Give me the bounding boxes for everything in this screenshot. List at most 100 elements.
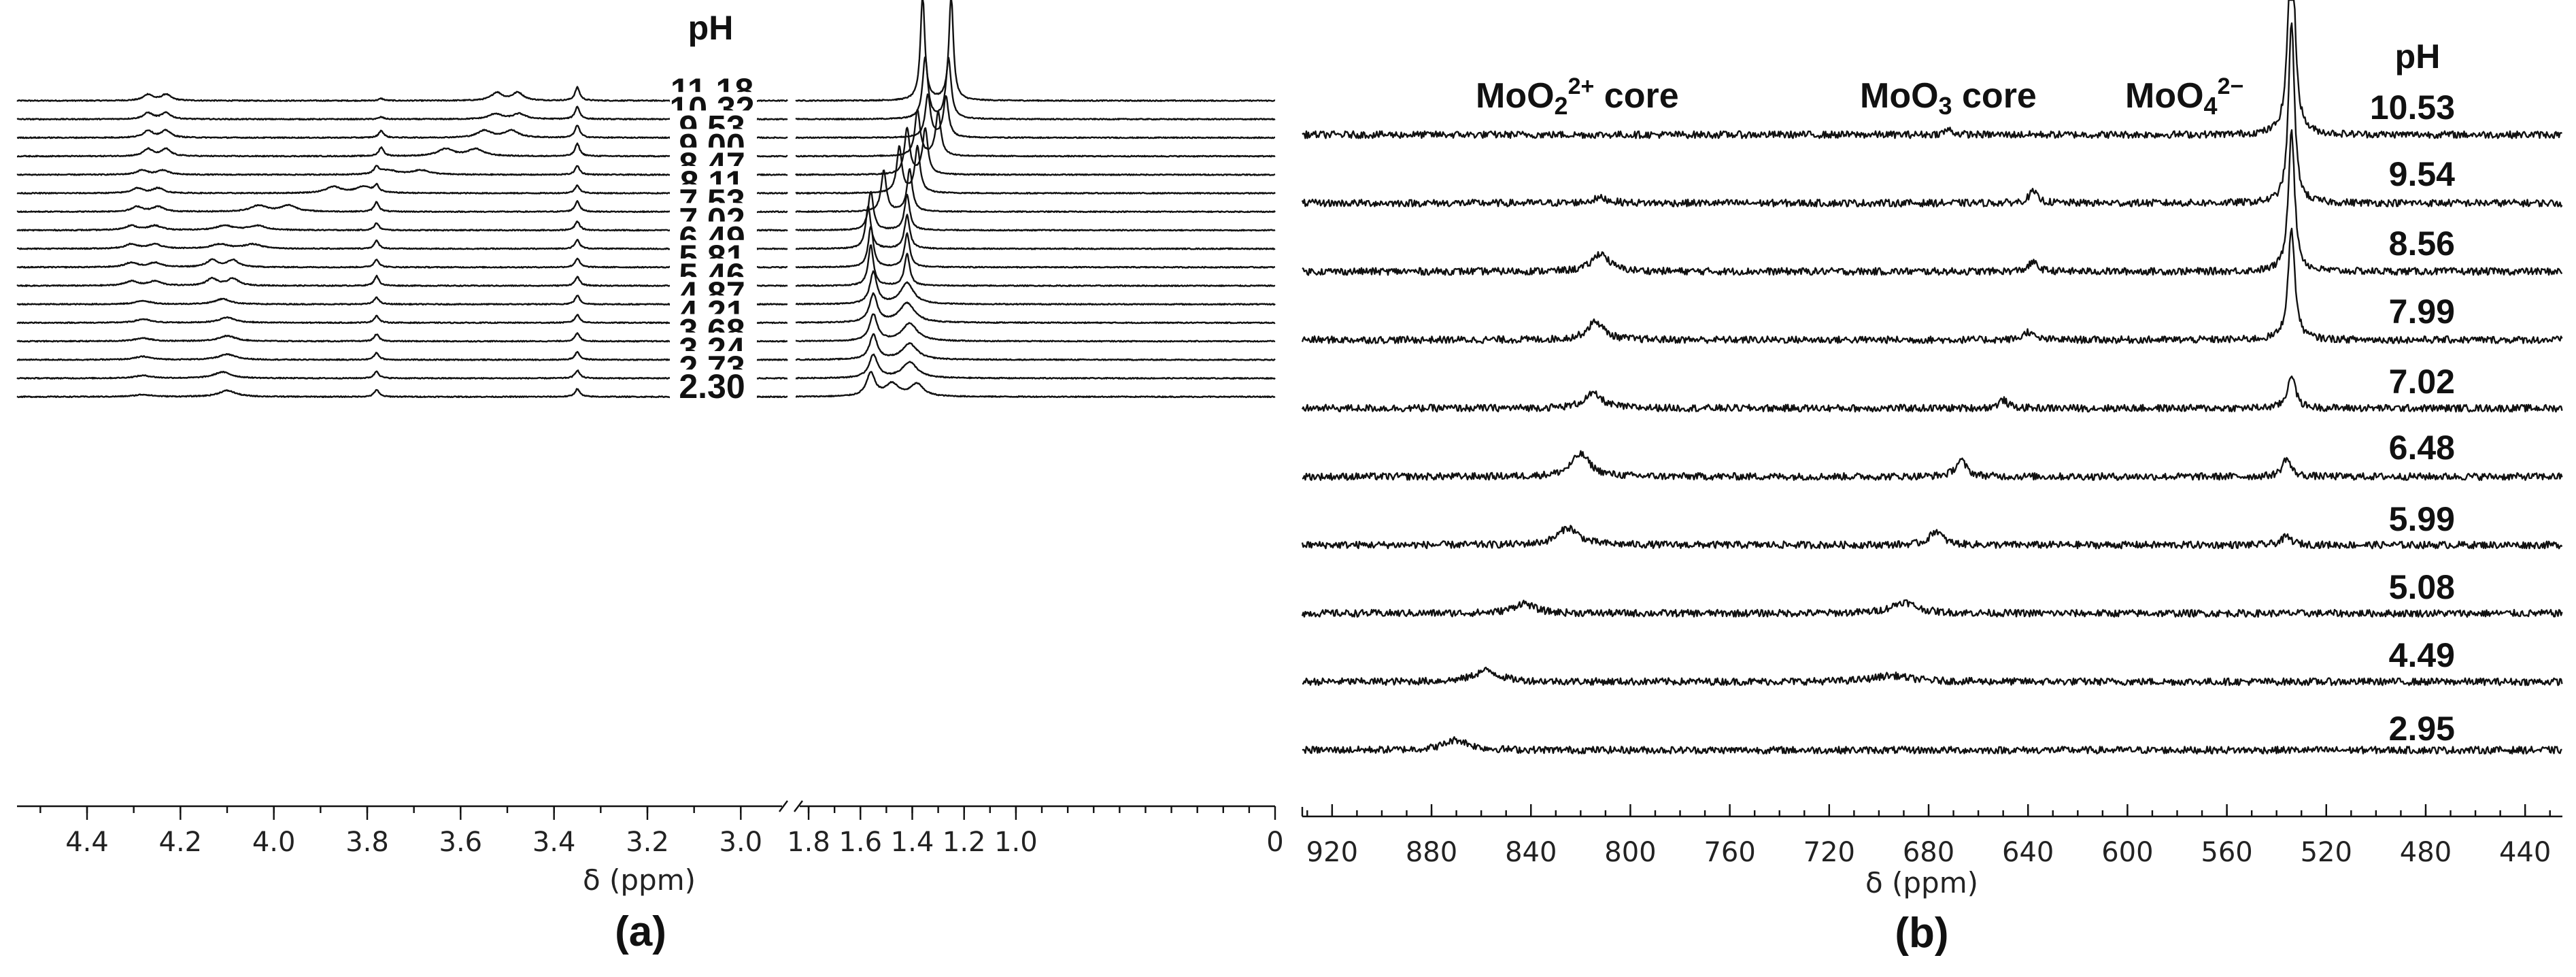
panel-a-trace-ph-8.47 (16, 165, 788, 176)
panel-b-annotation-1: MoO22+ core (1476, 73, 1679, 120)
panel-a-trace-ph-3.68 (795, 313, 1276, 343)
panel-b-ph-label: 7.99 (2389, 293, 2455, 331)
panel-a-trace-ph-10.32 (16, 105, 788, 121)
panel-a-trace-ph-7.53 (16, 200, 788, 214)
panel-b-x-axis-label: δ (ppm) (1865, 866, 1978, 899)
panel-b-tick-label: 440 (2499, 837, 2551, 868)
panel-a-tick-label: 4.2 (159, 827, 203, 858)
panel-b-trace-ph-7.02 (1301, 376, 2563, 413)
annotation-formula-subscript: 3 (1939, 92, 1952, 120)
panel-b-tick-label: 840 (1505, 837, 1557, 868)
panel-a-trace-ph-7.02 (795, 191, 1276, 232)
panel-a-trace-ph-9.00 (795, 108, 1276, 158)
panel-a-tick-label: 0 (1266, 827, 1283, 858)
panel-b-annotation-3: MoO42− (2125, 73, 2243, 120)
panel-a-tick-label: 3.8 (345, 827, 389, 858)
panel-a-trace-ph-2.73 (16, 369, 788, 380)
panel-b-trace-ph-8.56 (1302, 129, 2563, 276)
panel-a-ph-labels: 11.1810.329.539.008.478.117.537.026.495.… (669, 71, 757, 405)
panel-a-trace-ph-2.73 (795, 353, 1276, 380)
panel-a-ph-header: pH (688, 9, 734, 47)
annotation-formula-superscript: 2− (2218, 73, 2244, 99)
panel-a-tick-label: 3.4 (532, 827, 576, 858)
annotation-core-word: core (1952, 76, 2037, 116)
panel-b-tick-label: 600 (2101, 837, 2153, 868)
panel-a-trace-ph-2.30 (16, 388, 788, 399)
panel-b-ph-labels: 10.53 9.54 8.56 7.99 7.02 6.48 5.99 5.08 4.49 2.9… (2370, 88, 2455, 748)
annotation-formula-subscript: 2 (1555, 92, 1568, 120)
panel-a-tick-label: 4.4 (65, 827, 109, 858)
panel-a-trace-ph-9.53 (795, 93, 1276, 139)
panel-a-trace-ph-11.18 (16, 86, 788, 102)
panel-a-tick-label: 1.6 (838, 827, 882, 858)
panel-a-x-axis-label: δ (ppm) (583, 863, 696, 897)
panel-a-ph-label: 2.30 (679, 367, 745, 405)
annotation-formula-subscript: 4 (2204, 92, 2218, 120)
panel-b-ph-label: 7.02 (2389, 363, 2455, 401)
panel-b-annotations: MoO22+ core MoO3 core MoO42− (1476, 73, 2243, 120)
panel-a-axis-break (779, 800, 788, 812)
panel-a-trace-ph-3.68 (16, 332, 788, 343)
panel-b-annotation-2: MoO3 core (1860, 76, 2037, 120)
panel-b-tick-label: 480 (2400, 837, 2452, 868)
annotation-formula-base: MoO (1476, 76, 1555, 116)
panel-b-trace-ph-9.54 (1301, 22, 2563, 208)
panel-b-tick-label: 800 (1604, 837, 1656, 868)
panel-a-tick-label: 4.0 (252, 827, 296, 858)
panel-b-trace-ph-5.08 (1301, 599, 2563, 618)
panel-b-trace-ph-7.99 (1301, 227, 2563, 344)
panel-a-trace-ph-3.24 (795, 333, 1276, 361)
panel-a-tick-label: 1.2 (943, 827, 986, 858)
panel-a-ph-label-box (670, 369, 757, 403)
annotation-formula-superscript: 2+ (1568, 73, 1595, 99)
panel-b-tick-label: 880 (1406, 837, 1457, 868)
panel-a-trace-ph-9.00 (16, 142, 788, 158)
panel-b-label: (b) (1895, 910, 1948, 957)
panel-a-trace-ph-4.87 (16, 295, 788, 306)
panel-a-trace-ph-5.81 (16, 257, 788, 269)
panel-b-ph-label: 10.53 (2370, 88, 2455, 127)
panel-a-traces (16, 0, 1276, 399)
panel-b-tick-label: 680 (1903, 837, 1954, 868)
panel-a-trace-ph-2.30 (795, 371, 1276, 399)
panel-b-axis: 920 880 840 800 760 720 680 640 600 560 520 480 440 (1301, 804, 2562, 868)
panel-a-trace-ph-9.53 (16, 125, 788, 139)
annotation-formula-base: MoO (1860, 76, 1939, 116)
panel-a-trace-ph-3.24 (16, 350, 788, 361)
panel-b-tick-label: 560 (2201, 837, 2252, 868)
panel-b-ph-label: 5.99 (2389, 500, 2455, 538)
panel-b-tick-label: 640 (2002, 837, 2054, 868)
panel-b-trace-ph-6.48 (1302, 450, 2563, 481)
panel-a-tick-label: 3.0 (719, 827, 763, 858)
panel-b-trace-ph-4.49 (1302, 666, 2563, 686)
panel-a-trace-ph-6.49 (795, 205, 1276, 250)
panel-b-ph-label: 6.48 (2389, 429, 2455, 467)
panel-a-trace-ph-4.21 (16, 314, 788, 325)
panel-a-trace-ph-5.46 (795, 244, 1276, 287)
panel-b-ph-header: pH (2395, 37, 2441, 76)
panel-b-trace-ph-2.95 (1302, 736, 2562, 755)
panel-a-chart: 11.1810.329.539.008.478.117.537.026.495.… (16, 0, 1284, 955)
panel-b-tick-label: 720 (1803, 837, 1855, 868)
panel-a-trace-ph-7.02 (16, 220, 788, 232)
panel-a-trace-ph-4.87 (795, 270, 1276, 306)
panel-a-axis-break (794, 800, 803, 812)
annotation-core-word: core (1594, 76, 1678, 116)
panel-b-chart: 10.53 9.54 8.56 7.99 7.02 6.48 5.99 5.08 4.49 2.9… (1301, 0, 2563, 957)
panel-b-tick-label: 520 (2301, 837, 2352, 868)
panel-a-trace-ph-8.11 (16, 182, 788, 195)
panel-a-label: (a) (615, 908, 666, 955)
panel-a-tick-label: 3.2 (626, 827, 669, 858)
panel-a-trace-ph-5.81 (795, 225, 1276, 269)
panel-b-ph-label: 9.54 (2389, 155, 2456, 193)
panel-b-trace-ph-10.53 (1302, 0, 2563, 139)
panel-a-tick-label: 1.0 (994, 827, 1038, 858)
panel-b-ph-label: 4.49 (2389, 636, 2455, 674)
panel-a-trace-ph-10.32 (795, 56, 1276, 121)
panel-a-trace-ph-4.21 (795, 292, 1276, 325)
panel-a-tick-label: 3.6 (439, 827, 483, 858)
panel-a-trace-ph-11.18 (795, 0, 1276, 102)
panel-b-trace-ph-5.99 (1301, 525, 2563, 550)
